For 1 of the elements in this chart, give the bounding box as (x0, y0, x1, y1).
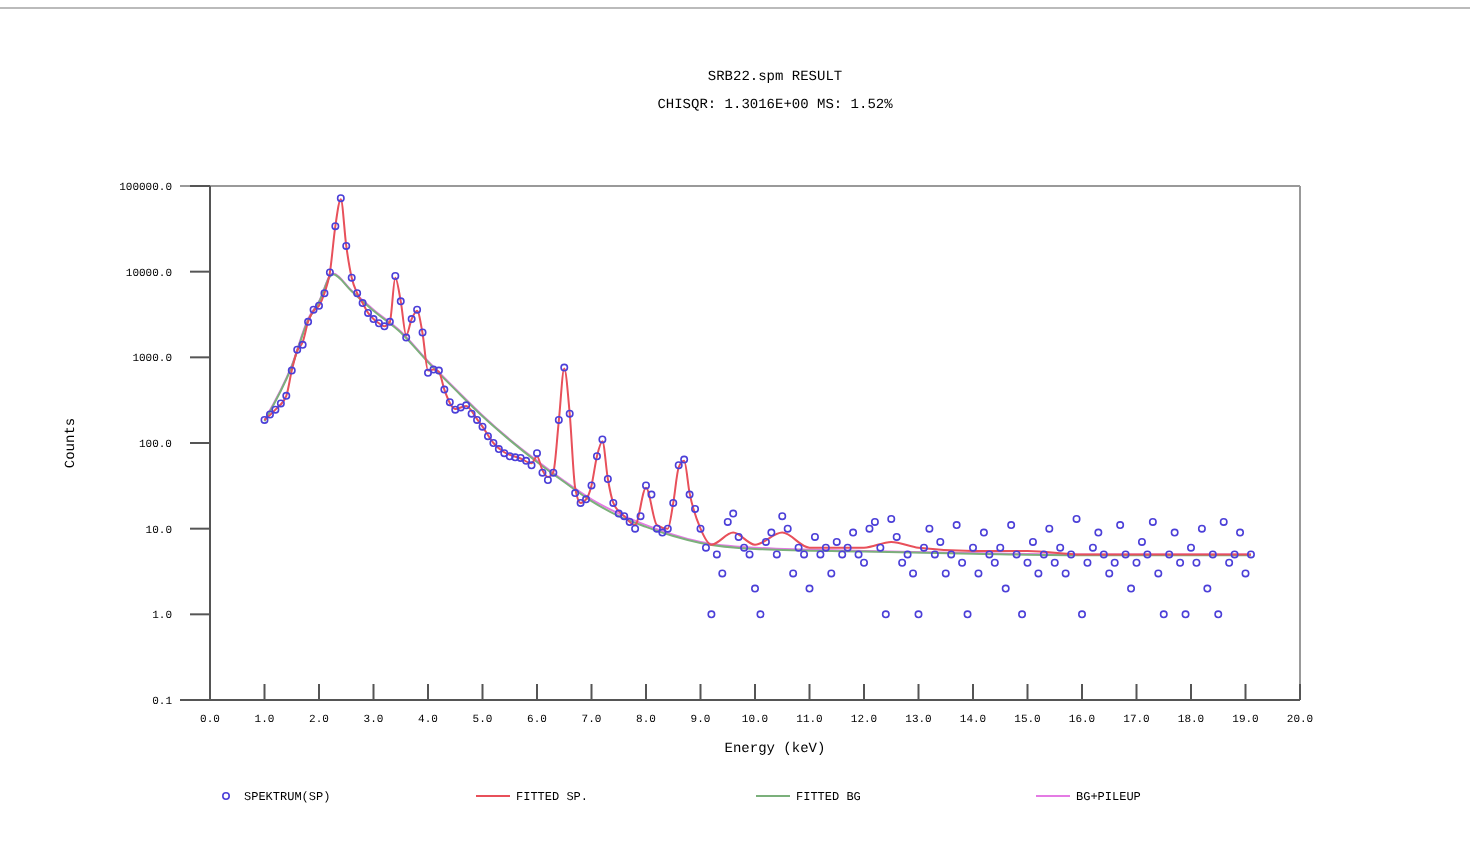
line-series (263, 198, 1252, 556)
